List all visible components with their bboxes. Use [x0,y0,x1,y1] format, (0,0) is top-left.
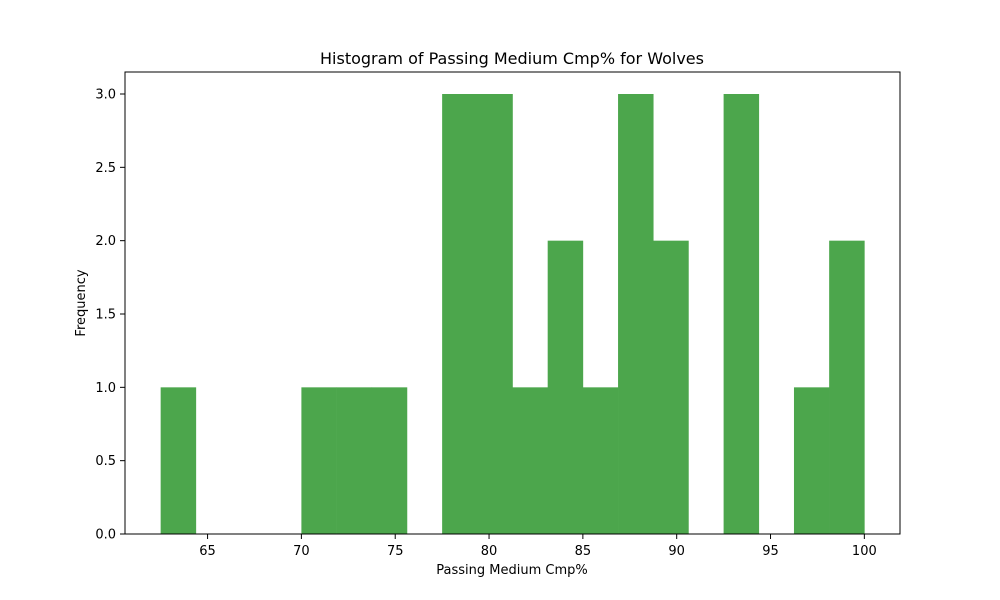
x-tick-label: 70 [293,544,310,559]
y-tick-label: 2.5 [95,161,116,176]
y-tick-label: 3.0 [95,88,116,103]
x-axis-ticks: 65 70 75 80 85 90 95 100 [199,534,877,559]
histogram-bar [723,94,760,534]
histogram-bar [547,240,584,534]
x-tick-label: 95 [762,544,779,559]
y-tick-label: 1.0 [95,381,116,396]
x-tick-label: 80 [481,544,498,559]
histogram-bar [618,94,654,534]
y-tick-label: 2.0 [95,234,116,249]
y-axis-label: Frequency [74,269,89,336]
histogram-bar [336,387,373,534]
y-axis-ticks: 0.0 0.5 1.0 1.5 2.0 2.5 3.0 [95,88,125,543]
x-tick-label: 65 [199,544,216,559]
histogram-bar [477,94,513,534]
histogram-bar [512,387,548,534]
histogram-bar [301,387,337,534]
x-tick-label: 100 [852,544,877,559]
histogram-bar [371,387,408,534]
y-tick-label: 1.5 [95,308,116,323]
x-tick-label: 90 [668,544,685,559]
x-axis-label: Passing Medium Cmp% [436,563,587,578]
chart-title: Histogram of Passing Medium Cmp% for Wol… [320,49,704,68]
y-tick-label: 0.0 [95,528,116,543]
plot-frame [124,71,901,535]
histogram-bar [582,387,619,534]
histogram-bar [442,94,478,534]
histogram-bar [793,387,830,534]
histogram-bar [829,240,865,534]
histogram-bar [160,387,197,534]
histogram-bar [653,240,689,534]
y-tick-label: 0.5 [95,454,116,469]
x-tick-label: 85 [575,544,592,559]
x-tick-label: 75 [387,544,404,559]
bars-group [160,94,865,534]
